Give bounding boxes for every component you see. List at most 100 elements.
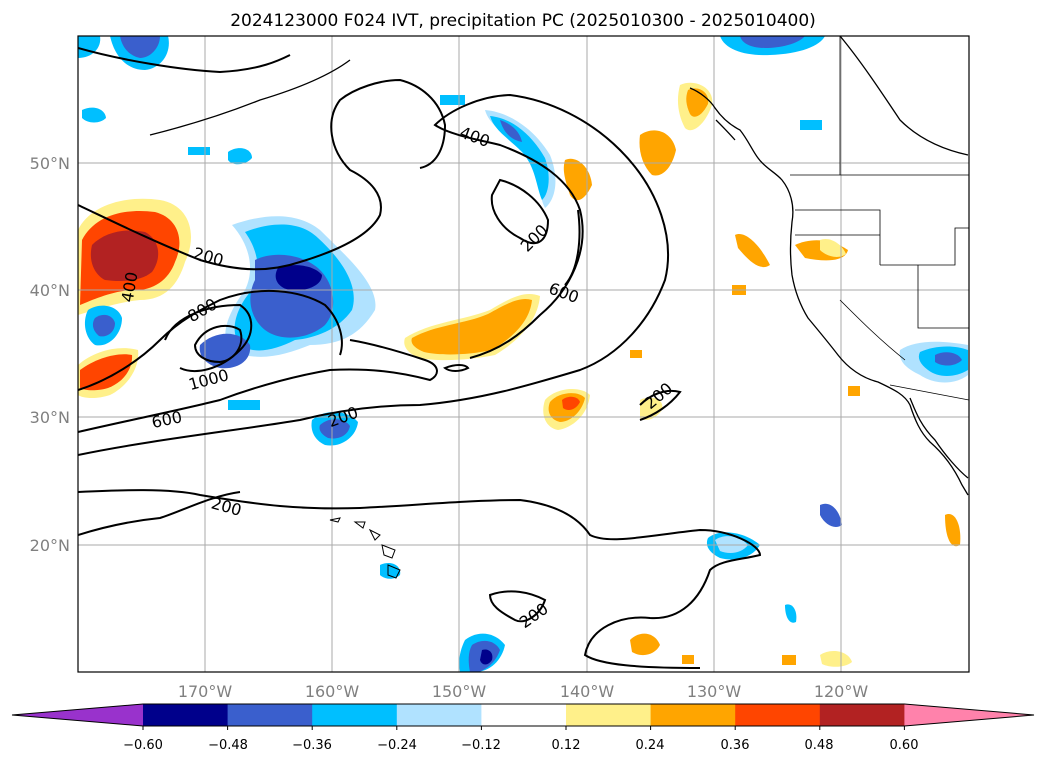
- lon-label: 170°W: [178, 682, 233, 701]
- ivt-contour: [78, 290, 343, 391]
- precip-negative-region: [188, 147, 210, 155]
- ivt-contour: [78, 491, 241, 536]
- precip-negative-region: [92, 314, 115, 337]
- ivt-contour: [639, 389, 682, 421]
- colorbar-tick-label: −0.12: [461, 738, 501, 753]
- ivt-contour: [164, 303, 253, 372]
- alaska-coast: [839, 36, 969, 156]
- colorbar-tick-label: −0.48: [208, 738, 248, 753]
- ivt-contour: [564, 209, 581, 286]
- colorbar-extend-max: [904, 704, 1034, 726]
- precip-positive-region: [782, 655, 796, 665]
- state-border: [917, 265, 969, 329]
- lon-label: 120°W: [814, 682, 869, 701]
- colorbar-tick-label: 0.36: [721, 738, 750, 753]
- ivt-contour: [490, 178, 550, 245]
- colorbar-swatch: [143, 704, 229, 726]
- colorbar-swatch: [819, 704, 905, 726]
- precip-negative-region: [275, 265, 322, 291]
- precip-positive-region: [735, 234, 770, 268]
- precip-positive-region: [640, 397, 663, 420]
- colorbar-extend-min: [12, 704, 143, 726]
- precip-positive-region: [90, 230, 159, 282]
- latitude-labels: 50°N 40°N 30°N 20°N: [30, 154, 70, 555]
- precip-positive-region: [411, 298, 532, 355]
- colorbar-swatch: [566, 704, 652, 726]
- aleutian-islands: [149, 59, 351, 136]
- colorbar-tick-label: −0.60: [123, 738, 163, 753]
- ivt-contour: [193, 324, 243, 364]
- precip-negative-region: [480, 649, 493, 665]
- ivt-contour: [78, 339, 438, 433]
- map-content: 400 200 200 400 800 600 1000 600 200 200…: [78, 36, 969, 672]
- precip-negative-region: [740, 36, 805, 48]
- precip-negative-region: [228, 148, 252, 165]
- colorbar-tick-label: 0.48: [805, 738, 834, 753]
- state-border: [880, 227, 969, 266]
- lon-label: 160°W: [305, 682, 360, 701]
- state-border: [839, 299, 906, 361]
- precip-negative-region: [319, 419, 350, 439]
- precip-negative-region: [935, 352, 962, 366]
- colorbar-tick-label: 0.60: [890, 738, 919, 753]
- precip-positive-region: [639, 130, 676, 176]
- ivt-contour: [78, 47, 291, 74]
- colorbar-swatch: [481, 704, 567, 726]
- lon-label: 130°W: [687, 682, 742, 701]
- ivt-contours: [78, 47, 762, 669]
- map-frame: [77, 35, 970, 673]
- baja-california: [909, 397, 969, 479]
- colorbar-tick-label: 0.24: [636, 738, 665, 753]
- map-gridlines: [78, 36, 969, 672]
- hawaiian-islands: [329, 517, 401, 579]
- ivt-contour: [488, 590, 547, 623]
- precip-negative-region: [500, 120, 522, 142]
- precip-positive-region: [562, 396, 580, 410]
- precip-positive-region: [945, 514, 961, 547]
- colorbar-ticks: −0.60 −0.48 −0.36 −0.24 −0.12 0.12 0.24 …: [123, 738, 918, 753]
- colorbar-swatch: [396, 704, 482, 726]
- lat-label: 30°N: [30, 408, 70, 427]
- precip-positive-region: [80, 354, 133, 391]
- precip-negative-region: [820, 503, 842, 527]
- precip-negative-region: [785, 604, 797, 623]
- precip-negative-region: [199, 333, 251, 369]
- ivt-contour: [78, 78, 447, 271]
- ivt-contour: [78, 93, 669, 456]
- lat-label: 50°N: [30, 154, 70, 173]
- precip-positive-region: [563, 158, 592, 201]
- colorbar-tick-label: 0.12: [552, 738, 581, 753]
- map-title: 2024123000 F024 IVT, precipitation PC (2…: [230, 11, 816, 31]
- precip-positive-region: [682, 655, 694, 664]
- precip-positive-region: [820, 650, 852, 667]
- ivt-contour: [78, 489, 762, 669]
- colorbar-swatch: [735, 704, 821, 726]
- precip-negative-region: [800, 120, 822, 130]
- lat-label: 40°N: [30, 281, 70, 300]
- precip-negative-region: [440, 95, 465, 105]
- lon-label: 140°W: [560, 682, 615, 701]
- colorbar-swatch: [312, 704, 398, 726]
- precip-positive-region: [848, 386, 860, 396]
- north-america-coast: [689, 87, 969, 496]
- precip-negative-region: [380, 563, 401, 579]
- precip-positive-region: [630, 350, 642, 358]
- colorbar-tick-label: −0.24: [377, 738, 417, 753]
- precip-positive-region: [820, 238, 846, 257]
- state-border: [795, 209, 881, 265]
- precip-negative-region: [228, 400, 260, 410]
- lon-label: 150°W: [432, 682, 487, 701]
- colorbar-swatch: [227, 704, 313, 726]
- island: [715, 119, 736, 141]
- colorbar-tick-label: −0.36: [292, 738, 332, 753]
- ivt-contour: [443, 364, 470, 372]
- colorbar: [11, 703, 1035, 730]
- coastline: [149, 36, 969, 496]
- colorbar-swatch: [650, 704, 736, 726]
- precip-negative-region: [82, 107, 106, 123]
- lat-label: 20°N: [30, 536, 70, 555]
- precip-positive-region: [630, 633, 660, 656]
- mexico-border: [889, 384, 969, 401]
- precip-negative-region: [120, 36, 160, 58]
